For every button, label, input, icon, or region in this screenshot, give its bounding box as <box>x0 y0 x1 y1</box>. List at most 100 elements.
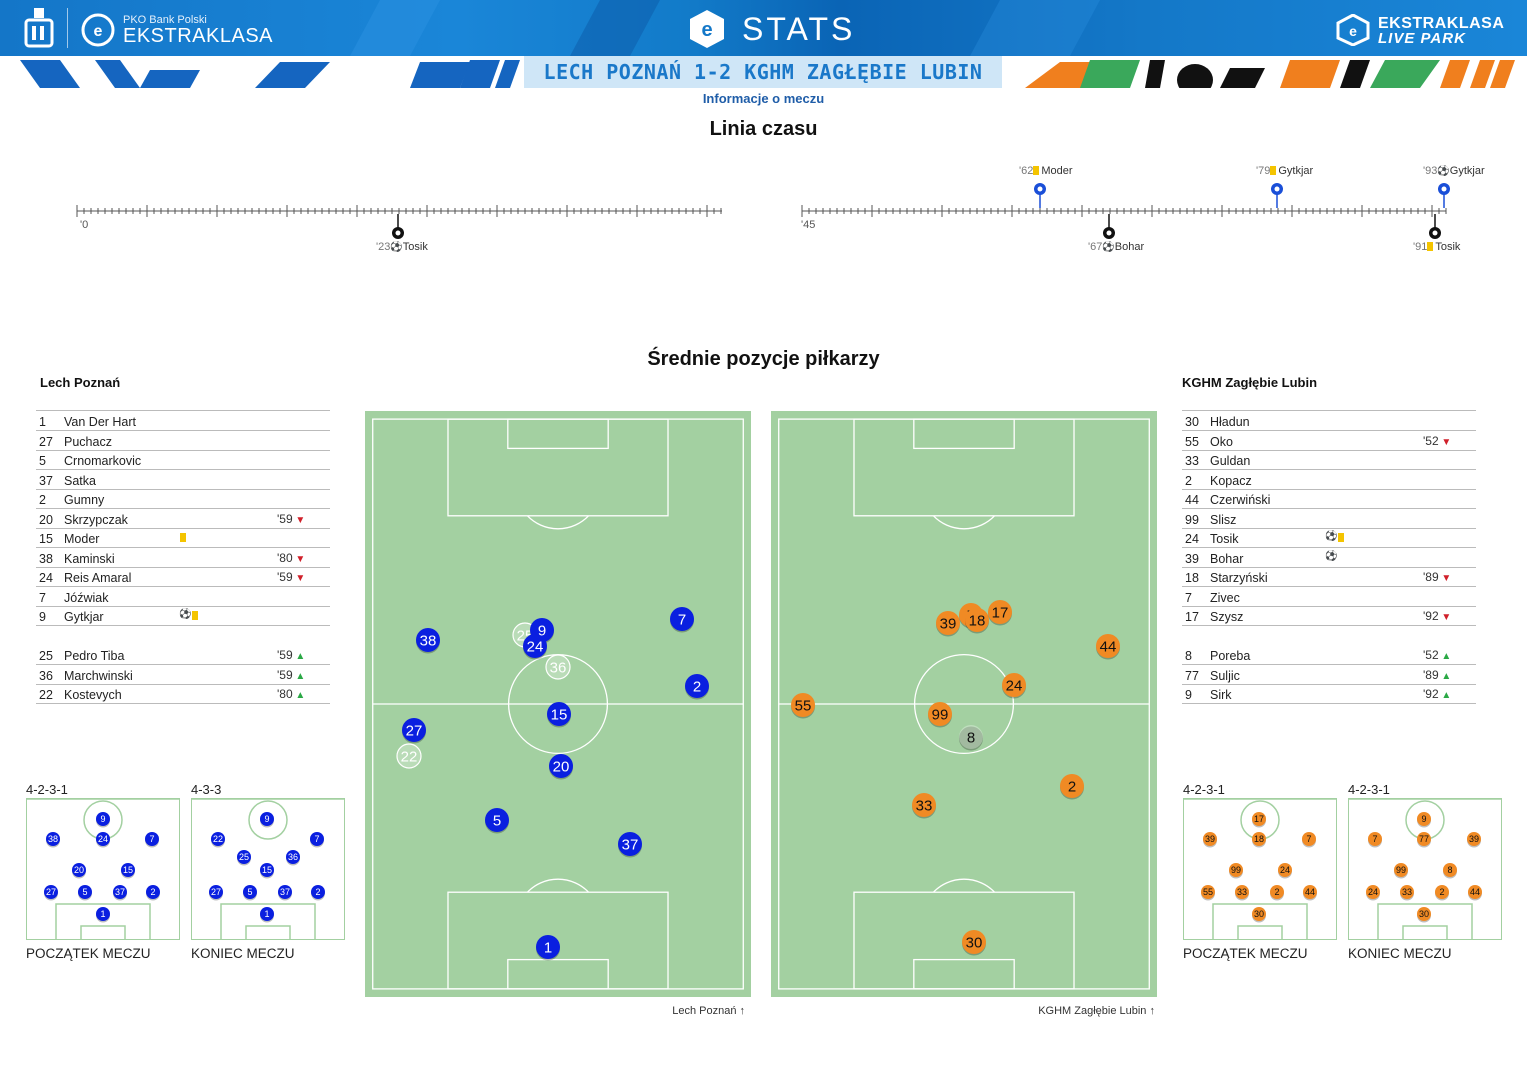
player-marker-number: 1 <box>544 939 552 956</box>
player-number: 30 <box>1185 415 1199 429</box>
player-position-marker: 39 <box>1467 832 1481 848</box>
player-marker-number: 9 <box>264 814 269 824</box>
home-team-name: Lech Poznań <box>40 375 121 390</box>
player-number: 24 <box>39 571 53 585</box>
player-position-marker: 8 <box>959 725 983 751</box>
match-info-link[interactable]: Informacje o meczu <box>702 91 825 106</box>
player-marker-circle <box>912 793 936 817</box>
player-marker-circle <box>1201 885 1215 899</box>
player-marker-number: 36 <box>550 659 567 676</box>
sub-off-arrow-icon: ▼ <box>1438 573 1452 584</box>
player-marker-circle <box>396 743 422 769</box>
player-position-marker: 55 <box>791 693 815 719</box>
roster-row: 55 Oko '52 ▼ <box>1182 431 1476 451</box>
home-formation-start-pitch: 9 38 24 7 20 15 27 5 37 2 1 <box>26 798 180 940</box>
pko-logo-icon <box>24 8 54 48</box>
goal-ball-icon: ⚽ <box>1325 550 1338 562</box>
player-position-marker: 30 <box>1252 907 1266 923</box>
player-name: Kostevych <box>64 688 122 702</box>
player-marker-number: 18 <box>969 612 986 629</box>
player-marker-circle <box>311 885 325 899</box>
home-formation-end-pitch: 9 22 7 25 36 15 27 5 37 2 1 <box>191 798 345 940</box>
player-position-marker: 17 <box>988 600 1012 626</box>
player-name: Tosik <box>1210 532 1239 546</box>
player-marker-number: 37 <box>115 887 125 897</box>
player-marker-circle <box>545 654 571 680</box>
player-marker-number: 18 <box>1254 834 1264 844</box>
player-name: Sirk <box>1210 688 1232 702</box>
player-marker-number: 30 <box>1254 909 1264 919</box>
player-marker-circle <box>310 832 324 846</box>
player-name: Bohar <box>1210 551 1244 566</box>
player-marker-number: 99 <box>1231 865 1241 875</box>
player-marker-number: 44 <box>1305 887 1315 897</box>
player-position-marker: 36 <box>545 654 571 680</box>
player-number: 15 <box>39 532 53 546</box>
goal-ball-icon: ⚽ <box>1437 166 1450 177</box>
player-marker-circle <box>96 832 110 846</box>
player-name: Hładun <box>1210 415 1250 429</box>
player-marker-number: 37 <box>622 836 639 853</box>
player-marker-number: 99 <box>1396 865 1406 875</box>
player-name: Starzyński <box>1210 571 1268 585</box>
positions-title: Średnie pozycje piłkarzy <box>647 348 880 370</box>
home-pitch-label: Lech Poznań ↑ <box>672 1005 746 1017</box>
player-marker-number: 33 <box>1402 887 1412 897</box>
player-position-marker: 36 <box>286 850 300 866</box>
player-position-marker: 1 <box>96 907 110 923</box>
timeline-event-away-1[interactable]: '79 Gytkjar <box>1256 165 1314 177</box>
player-marker-circle <box>1467 832 1481 846</box>
player-name: Slisz <box>1210 512 1237 527</box>
player-position-marker: 44 <box>1303 885 1317 901</box>
player-marker-circle <box>145 832 159 846</box>
pitch-penalty-arc-bottom <box>526 878 590 893</box>
timeline-event-away-0[interactable]: '62 Moder <box>1019 165 1073 177</box>
player-marker-circle <box>113 885 127 899</box>
timeline-event-home-2[interactable]: '91 Tosik <box>1413 241 1461 253</box>
timeline-event-away-2[interactable]: '93⚽Gytkjar <box>1423 165 1485 177</box>
player-marker-circle <box>1060 774 1084 798</box>
away-formation-start-pitch: 17 39 18 7 99 24 55 33 2 44 30 <box>1183 798 1337 940</box>
player-marker-circle <box>402 718 426 742</box>
player-position-marker: 20 <box>549 754 573 780</box>
player-marker-shadow <box>959 726 983 751</box>
roster-row: 17 Szysz '92 ▼ <box>1182 606 1476 626</box>
player-position-marker: 7 <box>145 832 159 848</box>
player-marker-circle <box>96 907 110 921</box>
player-position-marker: 7 <box>1302 832 1316 848</box>
timeline-event-home-0[interactable]: '23⚽Tosik <box>376 241 428 253</box>
timeline-event-home-1[interactable]: '67⚽Bohar <box>1088 241 1145 253</box>
player-position-marker: 20 <box>72 863 86 879</box>
mini-pitch-goal-box <box>245 925 291 940</box>
player-marker-number: 22 <box>401 748 418 765</box>
player-position-marker: 33 <box>912 793 936 819</box>
player-number: 20 <box>39 512 53 527</box>
player-name: Moder <box>64 532 100 546</box>
player-marker-number: 8 <box>1447 865 1452 875</box>
player-marker-number: 15 <box>551 706 568 723</box>
player-marker-number: 15 <box>262 865 272 875</box>
player-number: 55 <box>1185 434 1199 449</box>
player-position-marker: 24 <box>96 832 110 848</box>
player-marker-circle <box>260 812 274 826</box>
sub-off-arrow-icon: ▼ <box>1438 436 1452 448</box>
player-position-marker: 33 <box>1235 885 1249 901</box>
timeline-pin-dot <box>1037 186 1043 192</box>
player-position-marker: 27 <box>44 885 58 901</box>
sub-on-arrow-icon: ▲ <box>292 690 306 701</box>
player-marker-circle <box>549 754 573 778</box>
pitch-penalty-arc-top <box>526 515 590 530</box>
player-number: 18 <box>1185 571 1199 585</box>
roster-row: 2 Kopacz <box>1182 470 1476 490</box>
arrow-up-icon: ↑ <box>739 1005 746 1017</box>
player-marker-number: 44 <box>1470 887 1480 897</box>
timeline-chart <box>76 183 1450 239</box>
player-number: 37 <box>39 473 53 488</box>
stats-logo-icon: e <box>690 10 724 48</box>
player-number: 5 <box>39 454 46 468</box>
substitution-minute: '92 ▼ <box>1423 609 1452 623</box>
player-marker-circle <box>1252 812 1266 826</box>
away-average-positions-pitch: 839718174424559933230 <box>771 411 1157 997</box>
player-position-marker: 37 <box>618 832 642 858</box>
player-marker-circle <box>1417 812 1431 826</box>
